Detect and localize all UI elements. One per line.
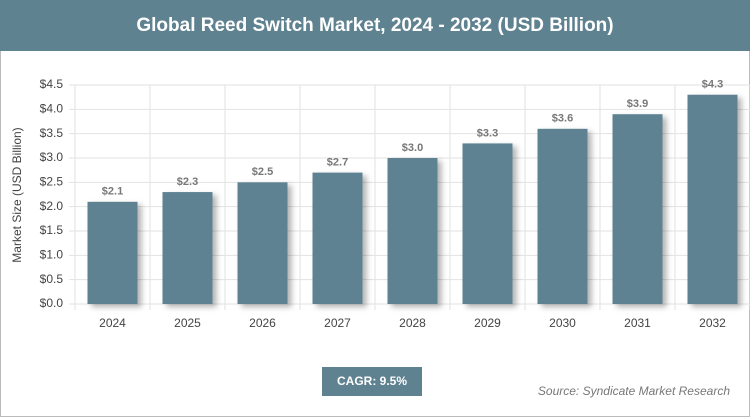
y-axis-label: Market Size (USD Billion): [10, 127, 24, 262]
x-tick-label: 2028: [399, 316, 426, 330]
bar: [312, 172, 363, 304]
y-tick-label: $0.0: [40, 296, 64, 310]
bar: [612, 114, 663, 304]
value-label: $3.0: [402, 142, 423, 154]
value-label: $2.1: [102, 186, 123, 198]
y-tick-label: $0.5: [40, 272, 64, 286]
x-tick-label: 2030: [549, 316, 576, 330]
x-tick-label: 2026: [249, 316, 276, 330]
value-label: $3.3: [477, 127, 498, 139]
source-note: Source: Syndicate Market Research: [538, 384, 730, 398]
y-tick-label: $4.5: [40, 77, 64, 91]
value-label: $3.9: [627, 98, 648, 110]
bar: [462, 143, 513, 304]
y-tick-label: $2.5: [40, 175, 64, 189]
x-tick-label: 2025: [174, 316, 201, 330]
bar: [87, 201, 138, 304]
bar: [162, 192, 213, 304]
y-tick-label: $2.0: [40, 199, 64, 213]
x-tick-label: 2032: [699, 316, 726, 330]
value-label: $2.7: [327, 157, 348, 169]
value-label: $2.3: [177, 176, 198, 188]
y-tick-label: $3.0: [40, 150, 64, 164]
y-tick-label: $3.5: [40, 126, 64, 140]
header: [0, 0, 750, 51]
bar: [687, 94, 738, 304]
bar: [387, 158, 438, 304]
value-label: $2.5: [252, 166, 273, 178]
value-label: $4.3: [702, 79, 723, 91]
cagr-box: [322, 367, 422, 396]
y-tick-label: $4.0: [40, 102, 64, 116]
x-tick-label: 2027: [324, 316, 351, 330]
cagr-label: CAGR: 9.5%: [337, 374, 407, 388]
x-tick-label: 2031: [624, 316, 651, 330]
value-label: $3.6: [552, 113, 573, 125]
x-tick-label: 2029: [474, 316, 501, 330]
y-tick-label: $1.0: [40, 248, 64, 262]
x-tick-label: 2024: [99, 316, 126, 330]
bar: [237, 182, 288, 304]
chart-title: Global Reed Switch Market, 2024 - 2032 (…: [136, 15, 613, 36]
bar: [537, 128, 588, 304]
y-tick-label: $1.5: [40, 223, 64, 237]
